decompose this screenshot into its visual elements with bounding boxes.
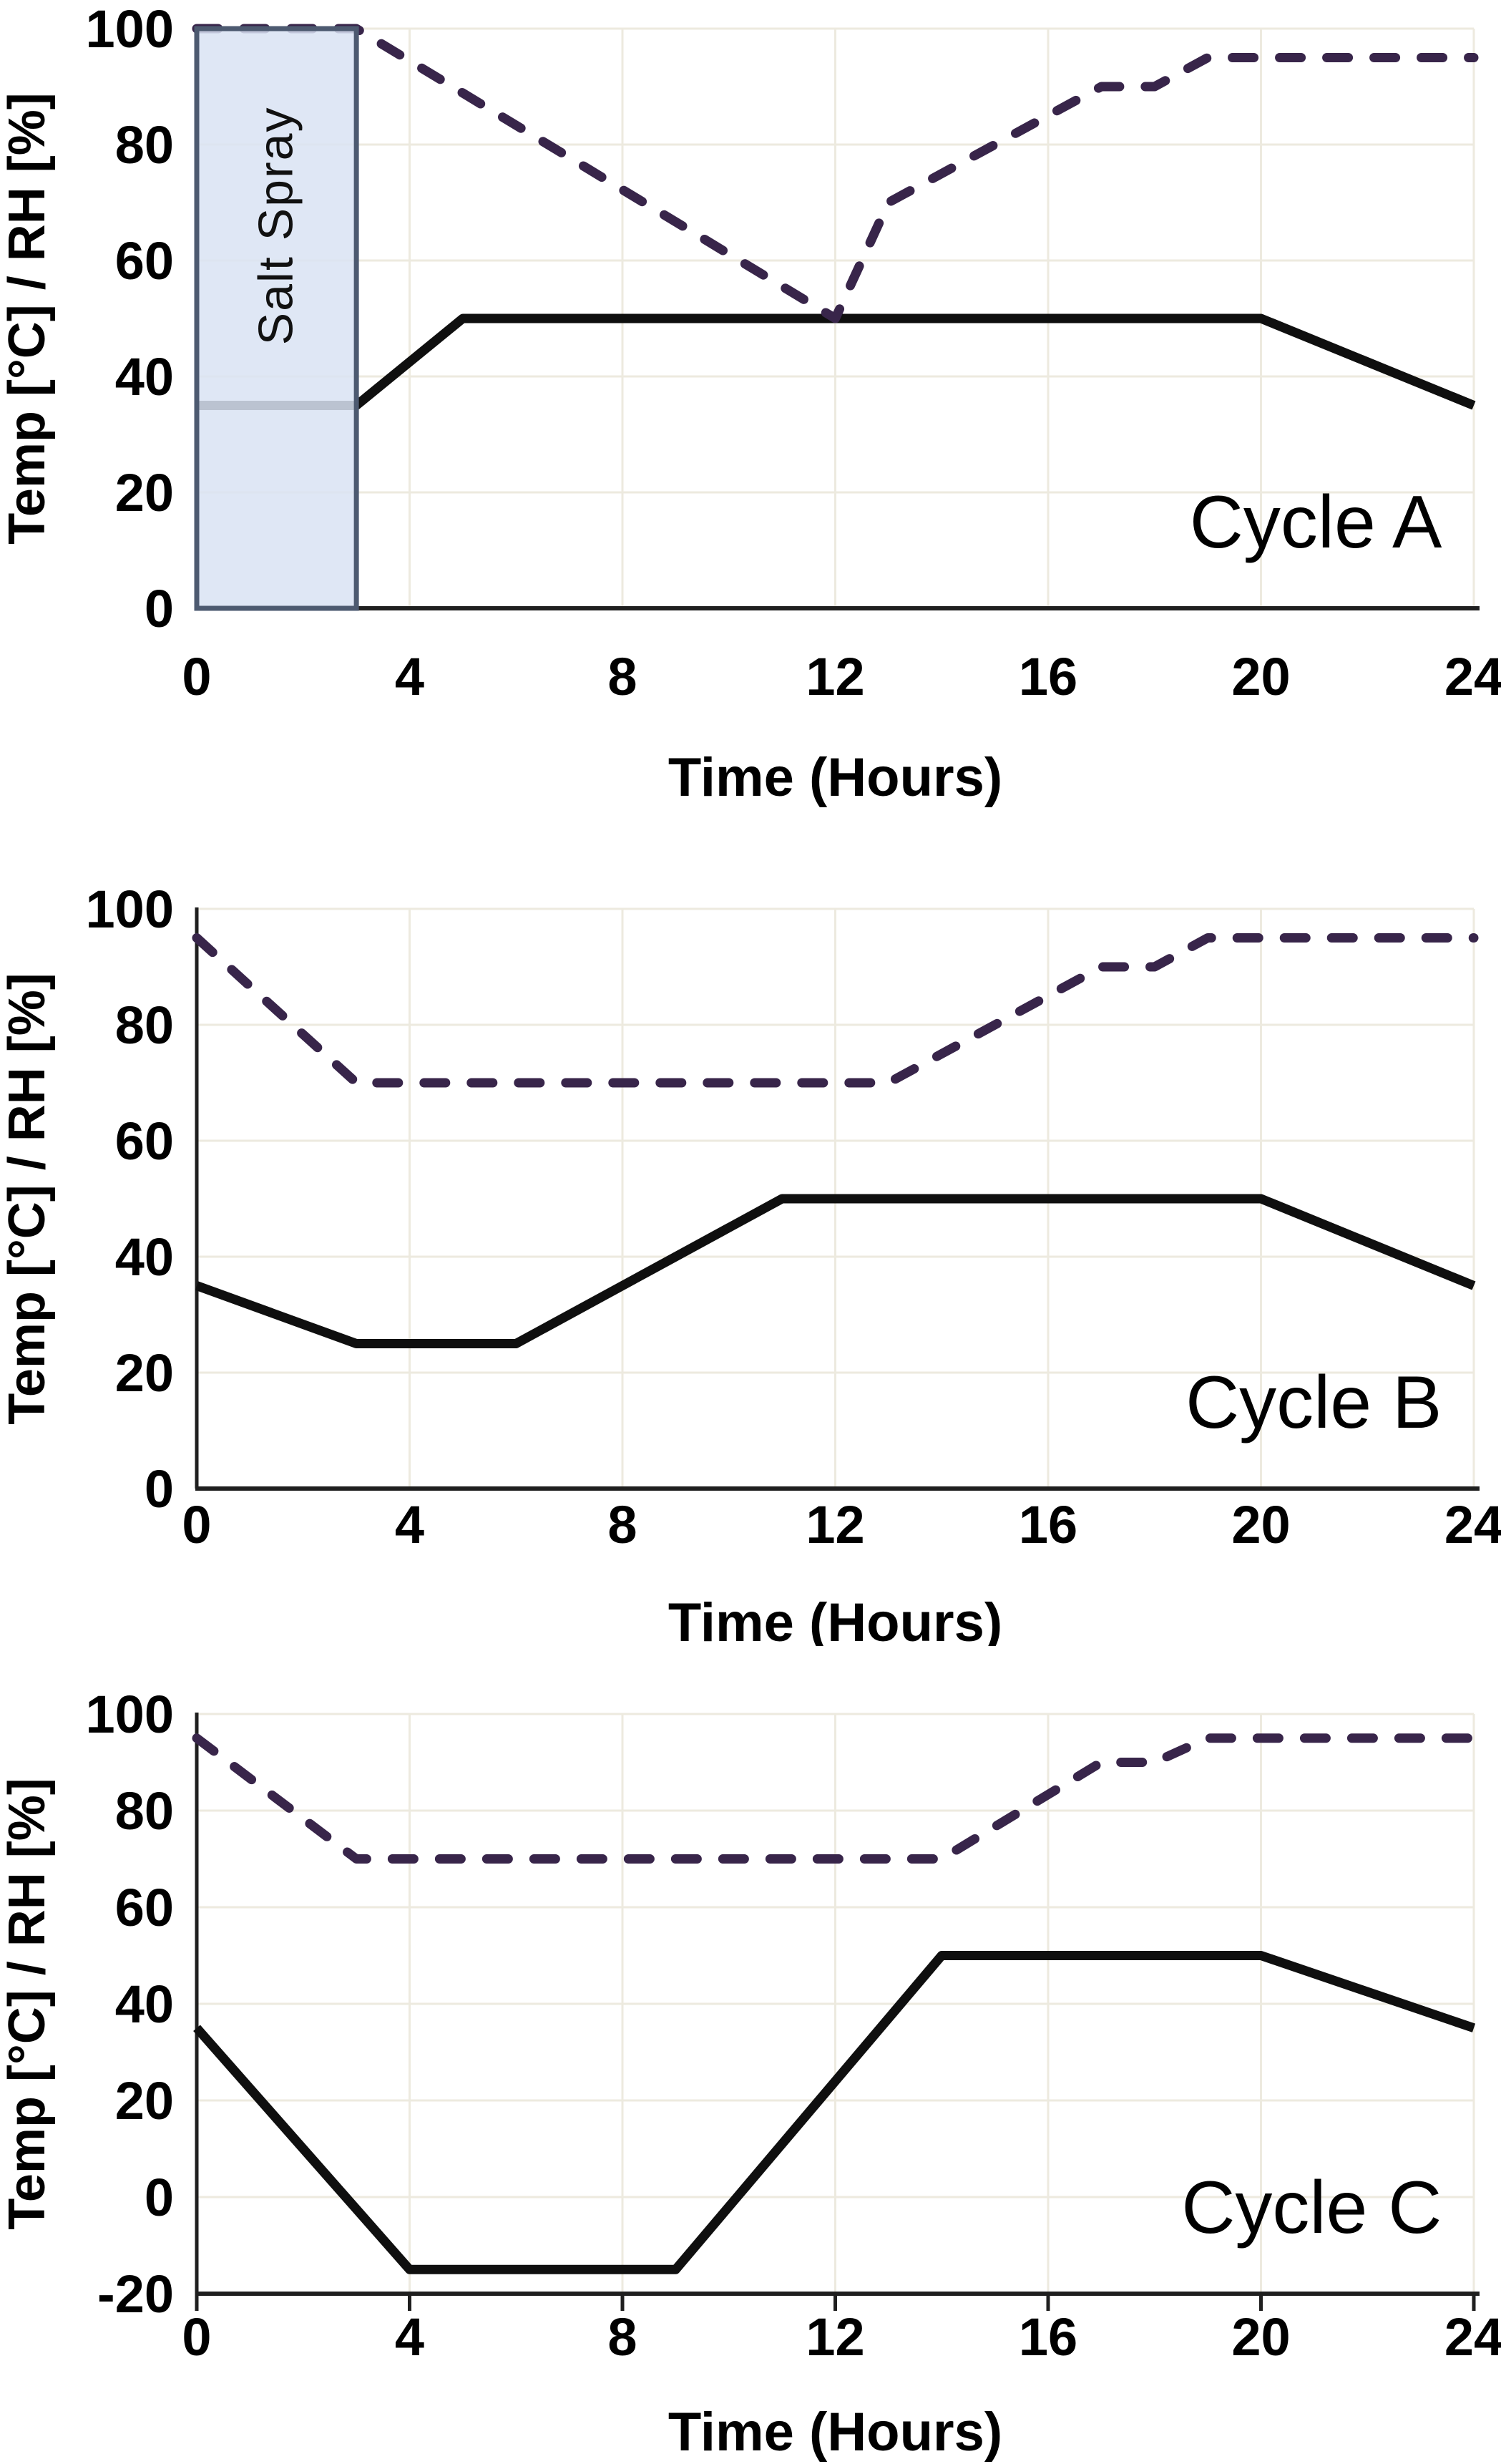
relative-humidity-line [192, 24, 1479, 323]
x-tick-label-24: 24 [1444, 647, 1501, 706]
temperature-line [193, 1951, 1476, 2274]
x-tick-label-12: 12 [806, 1495, 864, 1554]
y-axis-title: Temp [°C] / RH [%] [0, 1778, 56, 2229]
chart-block-cycle-a: Salt Spray 0 20 40 60 80 100 0 4 8 12 16 20 24 Temp [°… [0, 0, 1501, 823]
y-tick-label-100: 100 [86, 880, 174, 939]
salt-spray-label: Salt Spray [249, 107, 303, 346]
y-tick-label-40: 40 [115, 347, 174, 406]
relative-humidity-line [192, 1733, 1479, 1864]
y-tick-label-60: 60 [115, 1878, 174, 1937]
y-tick-label-0: 0 [145, 2168, 174, 2227]
y-tick-label--20: -20 [97, 2264, 174, 2324]
x-tick-label-0: 0 [182, 2307, 211, 2367]
y-tick-label-100: 100 [86, 0, 174, 59]
y-tick-label-80: 80 [115, 115, 174, 175]
chart-title: Cycle B [1185, 1361, 1442, 1444]
y-tick-label-80: 80 [115, 1781, 174, 1841]
y-tick-label-0: 0 [145, 1459, 174, 1519]
x-tick-label-0: 0 [182, 1495, 211, 1554]
temperature-line [195, 1194, 1476, 1348]
x-tick-label-16: 16 [1019, 2307, 1077, 2367]
x-tick-label-4: 4 [395, 2307, 424, 2367]
x-tick-label-24: 24 [1444, 2307, 1501, 2367]
x-tick-label-24: 24 [1444, 1495, 1501, 1554]
chart-block-cycle-c: -20 0 20 40 60 80 100 0 4 8 12 16 20 24 Temp [°C] / RH… [0, 1646, 1501, 2464]
x-tick-label-16: 16 [1019, 647, 1077, 706]
x-axis-title: Time (Hours) [668, 747, 1002, 808]
relative-humidity-line [192, 933, 1479, 1088]
x-tick-label-20: 20 [1231, 647, 1290, 706]
x-tick-label-16: 16 [1019, 1495, 1077, 1554]
x-tick-label-12: 12 [806, 647, 864, 706]
y-tick-label-40: 40 [115, 1974, 174, 2034]
chart-background [0, 823, 1501, 1646]
y-tick-label-60: 60 [115, 1111, 174, 1171]
x-tick-label-12: 12 [806, 2307, 864, 2367]
x-tick-label-4: 4 [395, 647, 424, 706]
x-axis-title: Time (Hours) [668, 1592, 1002, 1646]
x-tick-label-0: 0 [182, 647, 211, 706]
x-tick-label-4: 4 [395, 1495, 424, 1554]
y-tick-label-20: 20 [115, 1343, 174, 1403]
x-tick-label-8: 8 [607, 1495, 637, 1554]
cycle-a-chart: Salt Spray 0 20 40 60 80 100 0 4 8 12 16 20 24 Temp [°… [0, 0, 1501, 823]
y-tick-label-60: 60 [115, 231, 174, 291]
x-tick-label-20: 20 [1231, 1495, 1290, 1554]
y-axis-title: Temp [°C] / RH [%] [0, 92, 56, 544]
y-tick-label-20: 20 [115, 2071, 174, 2131]
y-tick-label-0: 0 [145, 579, 174, 638]
y-tick-label-40: 40 [115, 1227, 174, 1287]
x-tick-label-8: 8 [607, 2307, 637, 2367]
y-tick-label-80: 80 [115, 995, 174, 1055]
y-tick-label-100: 100 [86, 1685, 174, 1744]
cycle-b-chart: 0 20 40 60 80 100 0 4 8 12 16 20 24 Temp [°C] / RH [%… [0, 823, 1501, 1646]
y-tick-label-20: 20 [115, 463, 174, 522]
chart-title: Cycle A [1190, 481, 1442, 564]
x-tick-label-8: 8 [607, 647, 637, 706]
x-axis-title: Time (Hours) [668, 2402, 1002, 2463]
chart-title: Cycle C [1181, 2166, 1442, 2249]
y-axis-title: Temp [°C] / RH [%] [0, 973, 56, 1424]
salt-spray-region [194, 26, 359, 611]
chart-block-cycle-b: 0 20 40 60 80 100 0 4 8 12 16 20 24 Temp [°C] / RH [%… [0, 823, 1501, 1646]
x-tick-label-20: 20 [1231, 2307, 1290, 2367]
